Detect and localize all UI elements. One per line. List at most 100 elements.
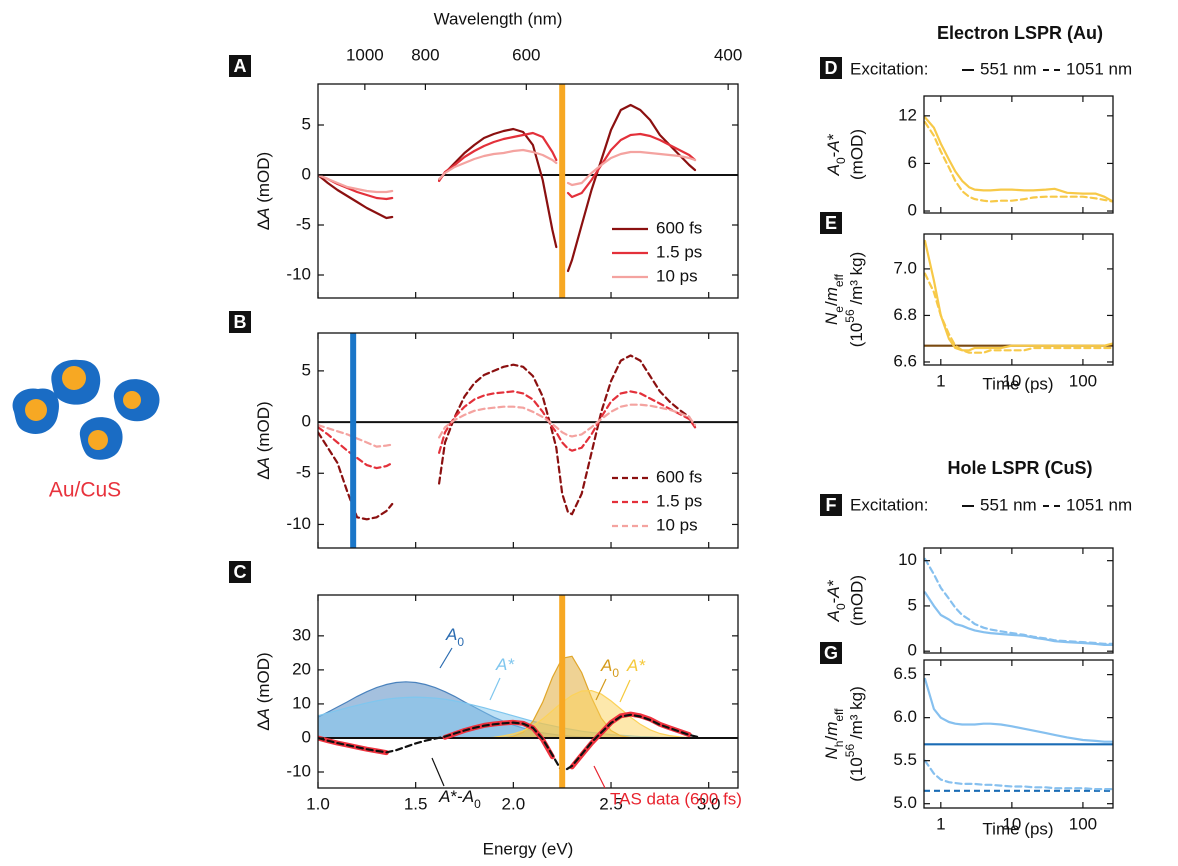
x-tick-label: 100 (1069, 814, 1097, 833)
annotation-leader (593, 765, 606, 789)
y-tick-label: 6.6 (893, 351, 917, 370)
legend-title: Excitation: (850, 59, 928, 78)
particle-core (62, 366, 86, 390)
text-part: eff (832, 273, 846, 287)
x-tick-label: 1 (936, 814, 945, 833)
text-part: N (822, 312, 841, 325)
plot-area (924, 239, 1113, 354)
particle-core (25, 399, 47, 421)
axes-frame (923, 659, 1114, 809)
panel-letter: D (825, 58, 838, 78)
y-tick-label: 5 (302, 114, 311, 133)
excitation-line (350, 333, 357, 548)
text-part: 0 (834, 157, 848, 164)
panel-letter: G (824, 643, 838, 663)
y-axis-label: (1056 /m³ kg) (843, 686, 866, 782)
y-axis-label: ΔA (mOD) (254, 152, 273, 230)
text-part: 56 (843, 309, 857, 323)
text-part: 0 (834, 603, 848, 610)
text-part: 0 (612, 666, 619, 680)
y-axis-label: ΔA (mOD) (254, 401, 273, 479)
x2-tick-label: 800 (411, 45, 439, 64)
series-line (318, 131, 697, 201)
series-line (318, 103, 697, 273)
text-part: h (832, 741, 846, 748)
text-part: (mOD) (254, 652, 273, 708)
x-tick-label: 10 (1002, 371, 1021, 390)
axes-frame (923, 547, 1114, 654)
y-tick-label: 10 (898, 550, 917, 569)
x-axis-label: Energy (eV) (483, 839, 574, 858)
text-part: 0 (457, 635, 464, 649)
text-part: A (824, 140, 843, 152)
panel-letter: F (826, 495, 837, 515)
excitation-line (559, 595, 566, 788)
particle-core (88, 430, 108, 450)
axes-frame (317, 594, 739, 789)
illustration-label: Au/CuS (49, 479, 121, 502)
x2-tick-label: 400 (714, 45, 742, 64)
series-line (924, 557, 1113, 645)
legend-label: 551 nm (980, 495, 1037, 514)
y-tick-label: 0 (908, 201, 917, 220)
illustration: Au/CuS (12, 359, 160, 502)
y-tick-label: 5.5 (893, 750, 917, 769)
text-part: (mOD) (254, 152, 273, 208)
plot-area (924, 557, 1113, 646)
axes-frame (923, 95, 1114, 214)
text-part: 56 (843, 744, 857, 758)
annotation-leader (595, 678, 607, 701)
x-tick-label: 3.0 (697, 794, 721, 813)
y-tick-label: -10 (286, 761, 311, 780)
annotation-leader (431, 757, 445, 787)
text-part: A (254, 708, 273, 720)
y-tick-label: 6 (908, 153, 917, 172)
legend-title: Excitation: (850, 495, 928, 514)
x-tick-label: 1.5 (404, 794, 428, 813)
plot-area (924, 116, 1113, 203)
legend-label: 1051 nm (1066, 495, 1132, 514)
panel-letter-box (820, 642, 842, 664)
text-part: Δ (254, 219, 273, 230)
plot-area (318, 84, 738, 298)
annotation: A0 (445, 625, 464, 649)
series-line (924, 116, 1113, 203)
series-line (318, 390, 697, 470)
annotation-leader (439, 647, 453, 669)
series-line (318, 403, 697, 448)
y-tick-label: 0 (302, 727, 311, 746)
x-axis-label: Time (ps) (982, 819, 1053, 838)
axes-frame (923, 233, 1114, 366)
text-part: A (254, 208, 273, 220)
panel-letter-box (820, 212, 842, 234)
text-part: (mOD) (254, 401, 273, 457)
annotation-leader (489, 677, 501, 701)
text-part: /m³ kg) (847, 252, 866, 310)
x-axis-label: Time (ps) (982, 374, 1053, 393)
text-part: / (822, 736, 841, 741)
panel-title: Electron LSPR (Au) (937, 23, 1103, 43)
legend-label: 1.5 ps (656, 242, 702, 261)
y-tick-label: -10 (286, 264, 311, 283)
y-tick-label: 5 (302, 360, 311, 379)
annotation: A0 (600, 656, 619, 680)
y-tick-label: -10 (286, 514, 311, 533)
y-tick-label: -5 (296, 214, 311, 233)
text-part: A* (626, 656, 646, 675)
series-line (924, 239, 1113, 352)
text-part: A (824, 586, 843, 598)
x-tick-label: 1 (936, 371, 945, 390)
text-part: m (822, 722, 841, 736)
series-line (924, 272, 1113, 354)
panel-letter-box (820, 57, 842, 79)
plot-area (318, 595, 738, 788)
text-part: A* (495, 655, 515, 674)
text-part: * (824, 133, 843, 140)
series-line (318, 148, 697, 194)
panel-title: Hole LSPR (CuS) (947, 458, 1092, 478)
legend-label: 1.5 ps (656, 491, 702, 510)
text-part: N (822, 747, 841, 760)
text-part: (10 (847, 323, 866, 348)
annotation: A* (626, 656, 646, 675)
